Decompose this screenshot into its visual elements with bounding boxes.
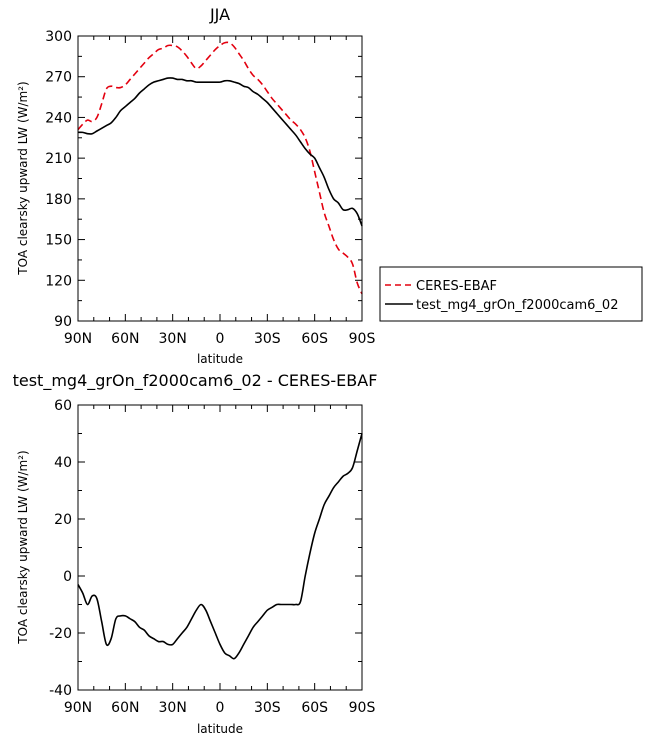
y-tick-label: 60: [54, 398, 72, 414]
series-line-model: [77, 77, 363, 227]
y-axis-title: TOA clearsky upward LW (W/m²): [16, 450, 30, 644]
y-tick-label: 150: [45, 233, 72, 249]
x-tick-label: 0: [216, 700, 225, 716]
series-line-model: [77, 433, 363, 660]
y-tick-label: 180: [45, 192, 72, 208]
x-tick-label: 90N: [64, 700, 92, 716]
legend-label-model: test_mg4_grOn_f2000cam6_02: [416, 298, 618, 313]
x-tick-label: 60S: [301, 331, 328, 347]
y-tick-label: 210: [45, 151, 72, 167]
plot-title: JJA: [209, 5, 230, 24]
x-tick-label: 30S: [254, 331, 281, 347]
legend: CERES-EBAF test_mg4_grOn_f2000cam6_02: [379, 266, 643, 322]
x-tick-label: 90N: [64, 331, 92, 347]
series-group: [77, 433, 363, 660]
y-tick-label: 300: [45, 29, 72, 45]
x-tick-label: 60S: [301, 700, 328, 716]
plot-frame: [77, 35, 363, 322]
x-tick-label: 30N: [159, 700, 187, 716]
y-tick-label: 0: [63, 569, 72, 585]
plot-jja: JJA TOA clearsky upward LW (W/m²) latitu…: [16, 5, 643, 366]
x-axis-title: latitude: [197, 352, 243, 366]
x-tick-label: 90S: [349, 700, 376, 716]
y-tick-label: 120: [45, 273, 72, 289]
y-tick-label: 270: [45, 70, 72, 86]
legend-label-ceres: CERES-EBAF: [416, 279, 497, 294]
ticks: 90 120 150 180 210 240 270 300 90N 60N 30N 0 30S 60S 9…: [45, 29, 375, 347]
plot-title: test_mg4_grOn_f2000cam6_02 - CERES-EBAF: [13, 371, 378, 391]
y-tick-label: 20: [54, 512, 72, 528]
y-tick-label: -40: [49, 683, 72, 699]
y-axis-title: TOA clearsky upward LW (W/m²): [16, 81, 30, 275]
series-group: [77, 41, 363, 295]
x-tick-label: 0: [216, 331, 225, 347]
plot-frame: [77, 404, 363, 691]
x-tick-label: 60N: [111, 331, 139, 347]
y-tick-label: 90: [54, 314, 72, 330]
plot-difference: test_mg4_grOn_f2000cam6_02 - CERES-EBAF …: [13, 371, 378, 736]
x-tick-label: 60N: [111, 700, 139, 716]
x-tick-label: 30S: [254, 700, 281, 716]
x-tick-label: 90S: [349, 331, 376, 347]
x-axis-title: latitude: [197, 722, 243, 736]
series-line-ceres: [77, 41, 363, 295]
legend-box: [379, 266, 643, 322]
y-tick-label: -20: [49, 626, 72, 642]
y-tick-label: 240: [45, 110, 72, 126]
ticks: -40 -20 0 20 40 60 90N 60N 30N 0 30S 60S 90S: [49, 398, 375, 716]
y-tick-label: 40: [54, 455, 72, 471]
x-tick-label: 30N: [159, 331, 187, 347]
